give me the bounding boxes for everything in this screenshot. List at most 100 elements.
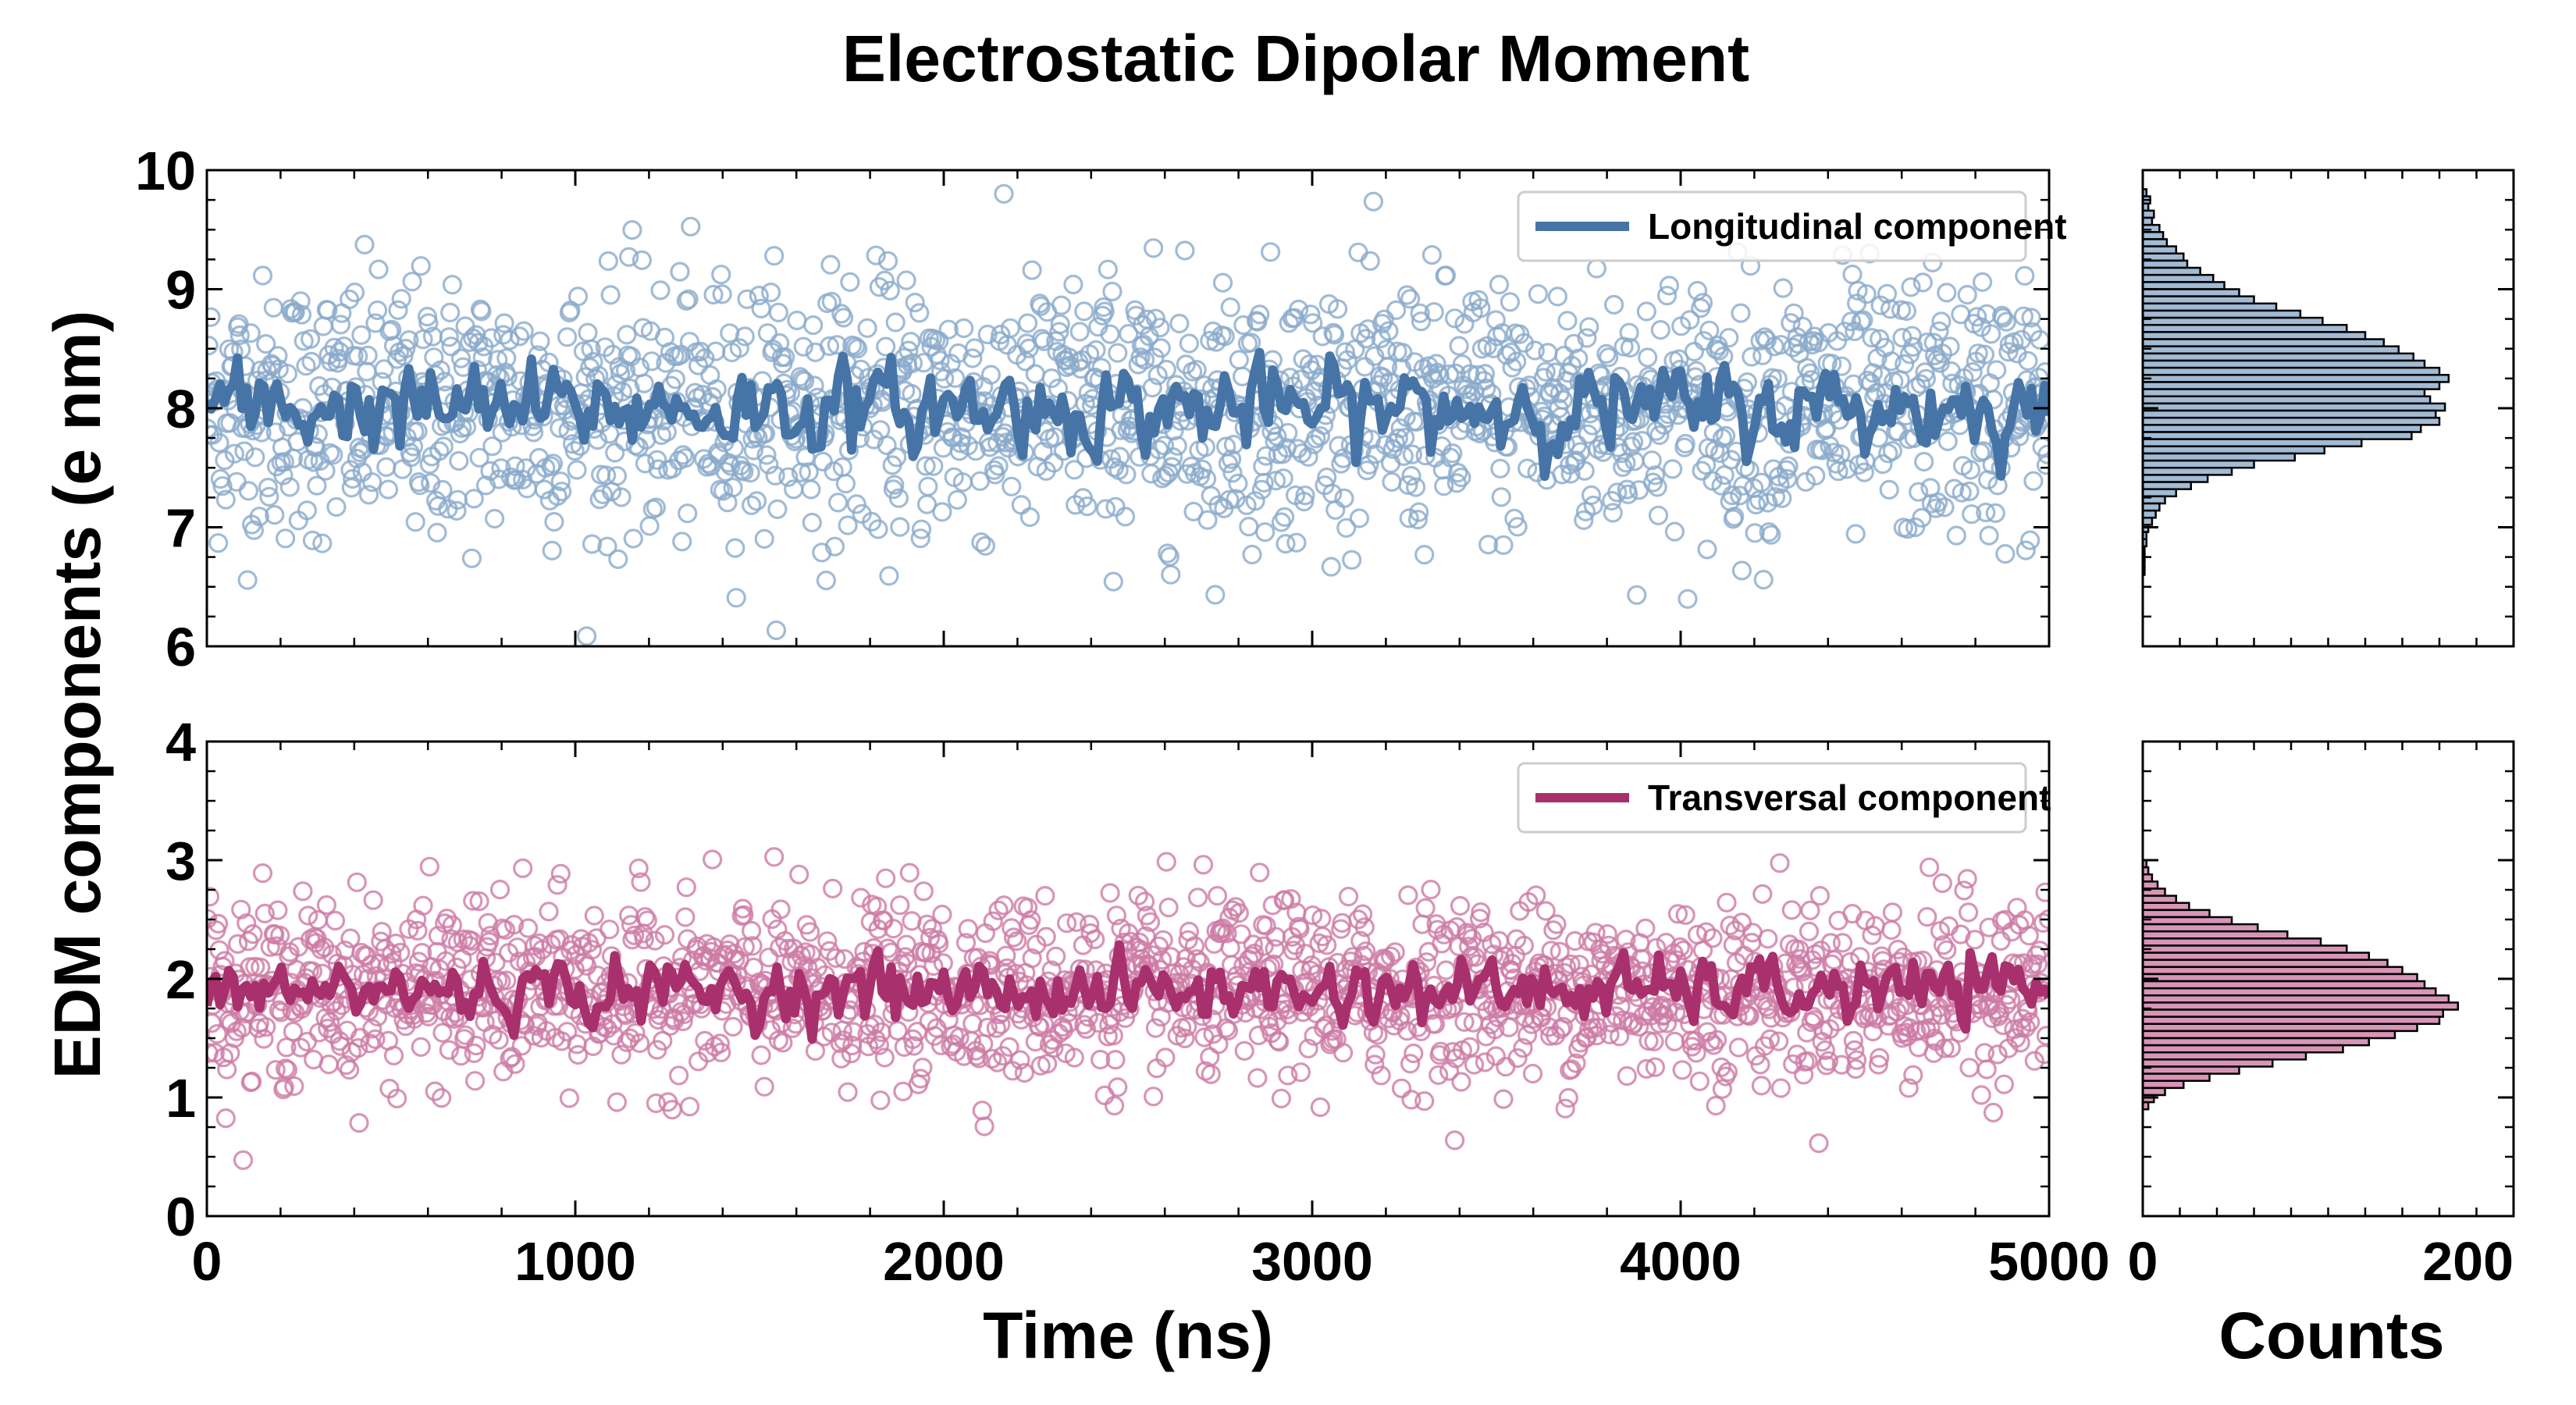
data-point [1042,1030,1063,1051]
data-point [1706,1095,1726,1116]
data-point [1898,519,1918,539]
data-point [1152,950,1172,970]
data-point [1870,1048,1890,1068]
data-point [293,881,313,902]
data-point [1636,1058,1656,1080]
data-point [1010,1050,1030,1070]
data-point [1019,507,1041,528]
data-point [991,1014,1011,1034]
data-point [330,315,350,335]
x-tick-label: 5000 [1988,1231,2110,1292]
data-point [1424,302,1444,322]
data-point [229,325,250,346]
data-point [1324,325,1345,345]
data-point [1221,449,1242,469]
data-point [441,336,461,357]
data-point [1599,1024,1620,1045]
data-point [600,919,620,940]
histogram-bar [2141,374,2450,383]
data-point [1635,918,1656,939]
data-point [551,482,572,502]
data-point [996,945,1016,966]
data-point [2034,1044,2049,1065]
data-point [1312,326,1332,347]
data-point [1352,904,1373,924]
data-point [2036,1026,2049,1046]
data-point [1336,518,1357,538]
data-point [723,477,743,498]
data-point [1380,946,1401,966]
histogram-bar [2141,216,2154,226]
data-point [1553,1016,1574,1037]
data-point [1923,1043,1944,1063]
data-point [1692,293,1713,313]
data-point [427,522,447,543]
data-point [1686,361,1706,381]
data-point [1475,1052,1496,1072]
data-point [904,1036,924,1056]
data-point [845,336,866,357]
data-point [1143,238,1164,258]
legend-label: Transversal component [1648,777,2051,818]
data-point [635,907,656,927]
data-point [2023,471,2044,491]
data-point [1581,964,1602,985]
data-point [1034,331,1055,351]
data-point [1823,404,1843,425]
data-point [358,485,379,505]
data-point [254,1029,274,1049]
data-point [1303,313,1323,333]
data-point [1192,459,1212,479]
data-point [1845,1058,1866,1080]
data-point [1041,368,1062,389]
data-point [869,277,890,297]
histogram-bar [2141,359,2426,369]
data-point [1226,489,1246,509]
data-point [581,339,601,359]
data-point [1631,948,1651,969]
data-point [1377,357,1398,377]
data-point [1675,433,1695,454]
data-point [1036,927,1056,947]
data-point [1627,585,1647,605]
data-point [564,440,585,461]
data-point [1044,453,1064,473]
data-point [401,447,422,468]
data-point [349,1112,369,1133]
data-point [1450,895,1471,916]
data-point [1145,1018,1166,1038]
data-point [1215,326,1235,347]
data-point [1566,1053,1586,1073]
histogram-bar [2141,388,2426,398]
histogram-bar [2141,902,2190,912]
data-point [1218,454,1239,474]
data-point [2018,350,2038,371]
histogram-bar [2141,944,2348,954]
data-point [417,307,438,327]
data-point [813,451,833,472]
data-point [489,1030,509,1050]
data-point [1451,1072,1471,1092]
data-point [336,1055,356,1076]
data-point [1731,912,1752,933]
data-point [217,1059,237,1080]
data-point [971,532,991,553]
data-point [819,941,840,962]
y-tick-label: 9 [165,260,196,321]
data-point [1365,1044,1386,1065]
data-point [833,308,854,328]
data-point [1290,919,1310,939]
data-point [947,489,968,510]
data-point [497,367,518,387]
data-point [365,1029,386,1049]
data-point [1553,389,1574,411]
data-point [240,323,261,343]
data-point [723,1016,743,1037]
data-point [298,905,318,926]
data-point [1105,496,1126,517]
moving-average-line [207,940,2049,1044]
histogram-bar [2141,994,2450,1004]
data-point [1946,525,1966,546]
data-point [411,942,432,963]
data-point [760,283,781,303]
